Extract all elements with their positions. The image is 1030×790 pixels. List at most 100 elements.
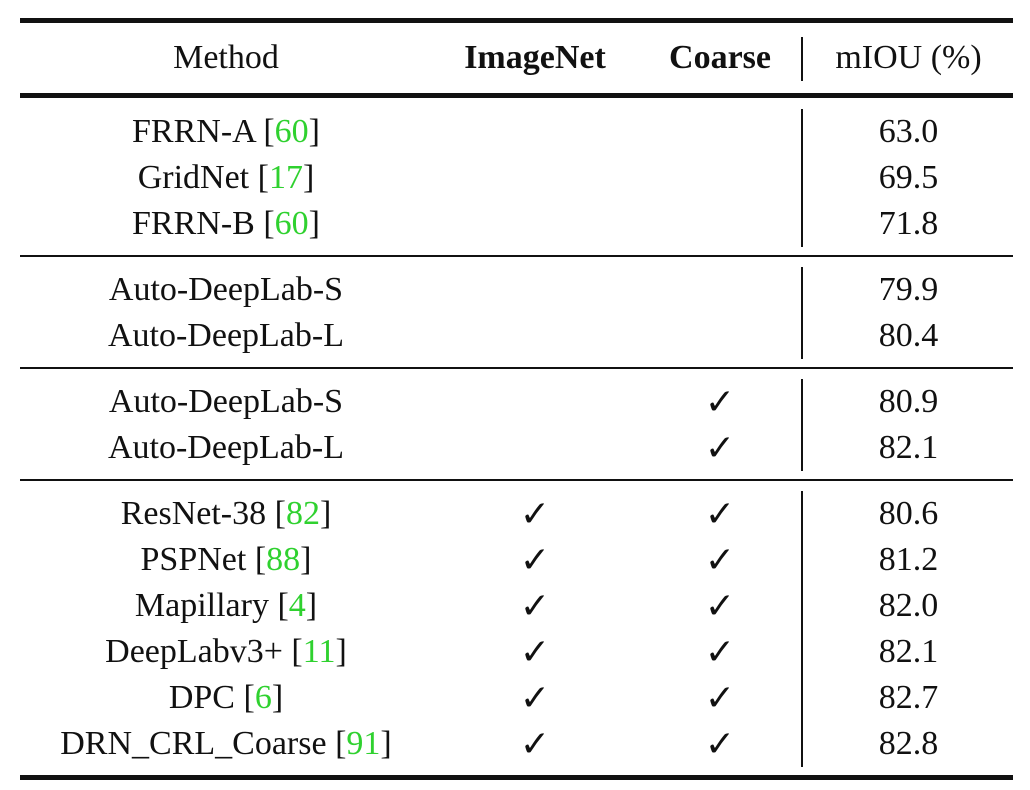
miou-value: 82.7 bbox=[878, 679, 939, 716]
imagenet-cell bbox=[432, 201, 638, 247]
table-row: FRRN-A [60] 63.0 bbox=[20, 109, 1013, 155]
imagenet-check-icon: ✓ bbox=[519, 677, 551, 719]
citation-link[interactable]: 60 bbox=[274, 205, 309, 242]
table-row: PSPNet [88] ✓ ✓ 81.2 bbox=[20, 537, 1013, 583]
citation-link[interactable]: 91 bbox=[346, 725, 381, 762]
coarse-check-icon: ✓ bbox=[704, 539, 736, 581]
method-name: Auto-DeepLab-L bbox=[107, 317, 344, 354]
method-cell: Auto-DeepLab-L bbox=[20, 425, 432, 471]
table-row: Auto-DeepLab-S 79.9 bbox=[20, 267, 1013, 313]
method-name: DRN_CRL_Coarse [ bbox=[60, 725, 347, 762]
coarse-check-icon: ✓ bbox=[704, 631, 736, 673]
citation-bracket: ] bbox=[335, 633, 347, 670]
citation-bracket: ] bbox=[300, 541, 312, 578]
header-column-divider bbox=[801, 37, 803, 81]
miou-value: 71.8 bbox=[878, 205, 939, 242]
citation-bracket: ] bbox=[308, 205, 320, 242]
row-group: Auto-DeepLab-S 79.9 Auto-DeepLab-L 80.4 bbox=[20, 257, 1013, 367]
miou-value: 80.4 bbox=[878, 317, 939, 354]
miou-value: 79.9 bbox=[878, 271, 939, 308]
method-name: DPC [ bbox=[168, 679, 255, 716]
miou-value: 82.1 bbox=[878, 429, 939, 466]
method-name: FRRN-B [ bbox=[132, 205, 275, 242]
results-table: Method ImageNet Coarse mIOU (%) FRRN-A [… bbox=[20, 18, 1013, 780]
method-name: PSPNet [ bbox=[140, 541, 267, 578]
citation-bracket: ] bbox=[302, 159, 315, 196]
imagenet-check-icon: ✓ bbox=[519, 585, 551, 627]
method-cell: Auto-DeepLab-S bbox=[20, 379, 432, 425]
coarse-check-icon: ✓ bbox=[704, 585, 736, 627]
method-name: Auto-DeepLab-L bbox=[107, 429, 344, 466]
citation-link[interactable]: 6 bbox=[254, 679, 272, 716]
header-method: Method bbox=[173, 39, 279, 76]
miou-value: 82.1 bbox=[878, 633, 939, 670]
imagenet-cell bbox=[432, 313, 638, 359]
method-cell: DPC [6] bbox=[20, 675, 432, 721]
row-group: Auto-DeepLab-S ✓ 80.9 Auto-DeepLab-L ✓ 82.1 bbox=[20, 369, 1013, 479]
imagenet-cell bbox=[432, 425, 638, 471]
table-row: Auto-DeepLab-S ✓ 80.9 bbox=[20, 379, 1013, 425]
imagenet-cell bbox=[432, 155, 638, 201]
coarse-cell bbox=[638, 201, 802, 247]
coarse-check-icon: ✓ bbox=[704, 427, 736, 469]
table-row: Auto-DeepLab-L 80.4 bbox=[20, 313, 1013, 359]
group-separator-rule bbox=[20, 367, 1013, 369]
method-name: Auto-DeepLab-S bbox=[108, 383, 344, 420]
method-cell: FRRN-A [60] bbox=[20, 109, 432, 155]
citation-link[interactable]: 82 bbox=[285, 495, 320, 532]
citation-link[interactable]: 4 bbox=[288, 587, 306, 624]
imagenet-cell bbox=[432, 267, 638, 313]
miou-value: 63.0 bbox=[878, 113, 939, 150]
method-cell: DRN_CRL_Coarse [91] bbox=[20, 721, 432, 767]
miou-value: 69.5 bbox=[878, 159, 939, 196]
method-cell: FRRN-B [60] bbox=[20, 201, 432, 247]
imagenet-check-icon: ✓ bbox=[519, 723, 551, 765]
method-cell: ResNet-38 [82] bbox=[20, 491, 432, 537]
method-cell: Mapillary [4] bbox=[20, 583, 432, 629]
coarse-cell bbox=[638, 267, 802, 313]
header-rule bbox=[20, 93, 1013, 98]
method-cell: GridNet [17] bbox=[20, 155, 432, 201]
imagenet-check-icon: ✓ bbox=[519, 631, 551, 673]
coarse-cell bbox=[638, 109, 802, 155]
row-group: FRRN-A [60] 63.0 GridNet [17] 69.5 FRRN-B [6… bbox=[20, 98, 1013, 255]
header-miou: mIOU (%) bbox=[835, 39, 982, 76]
imagenet-check-icon: ✓ bbox=[519, 539, 551, 581]
row-group: ResNet-38 [82] ✓ ✓ 80.6 PSPNet [88] ✓ ✓ 81.2 Map… bbox=[20, 481, 1013, 775]
group-separator-rule bbox=[20, 479, 1013, 481]
citation-bracket: ] bbox=[271, 679, 284, 716]
citation-link[interactable]: 17 bbox=[268, 159, 303, 196]
citation-link[interactable]: 88 bbox=[266, 541, 301, 578]
table-header: Method ImageNet Coarse mIOU (%) bbox=[20, 23, 1013, 93]
citation-link[interactable]: 60 bbox=[274, 113, 309, 150]
method-cell: DeepLabv3+ [11] bbox=[20, 629, 432, 675]
table-row: DPC [6] ✓ ✓ 82.7 bbox=[20, 675, 1013, 721]
table-row: ResNet-38 [82] ✓ ✓ 80.6 bbox=[20, 491, 1013, 537]
method-name: Mapillary [ bbox=[134, 587, 289, 624]
table-row: Mapillary [4] ✓ ✓ 82.0 bbox=[20, 583, 1013, 629]
citation-bracket: ] bbox=[380, 725, 392, 762]
miou-value: 82.8 bbox=[878, 725, 939, 762]
miou-value: 80.9 bbox=[878, 383, 939, 420]
citation-bracket: ] bbox=[319, 495, 332, 532]
imagenet-cell bbox=[432, 109, 638, 155]
group-separator-rule bbox=[20, 255, 1013, 257]
bottom-rule bbox=[20, 775, 1013, 780]
imagenet-cell bbox=[432, 379, 638, 425]
coarse-check-icon: ✓ bbox=[704, 381, 736, 423]
method-cell: Auto-DeepLab-L bbox=[20, 313, 432, 359]
column-divider bbox=[801, 491, 803, 767]
coarse-check-icon: ✓ bbox=[704, 677, 736, 719]
method-name: Auto-DeepLab-S bbox=[108, 271, 344, 308]
table-row: FRRN-B [60] 71.8 bbox=[20, 201, 1013, 247]
top-rule bbox=[20, 18, 1013, 23]
citation-link[interactable]: 11 bbox=[302, 633, 336, 670]
column-divider bbox=[801, 379, 803, 471]
table-row: DeepLabv3+ [11] ✓ ✓ 82.1 bbox=[20, 629, 1013, 675]
method-cell: Auto-DeepLab-S bbox=[20, 267, 432, 313]
miou-value: 80.6 bbox=[878, 495, 939, 532]
header-imagenet: ImageNet bbox=[464, 39, 606, 76]
method-cell: PSPNet [88] bbox=[20, 537, 432, 583]
table-row: DRN_CRL_Coarse [91] ✓ ✓ 82.8 bbox=[20, 721, 1013, 767]
column-divider bbox=[801, 109, 803, 247]
